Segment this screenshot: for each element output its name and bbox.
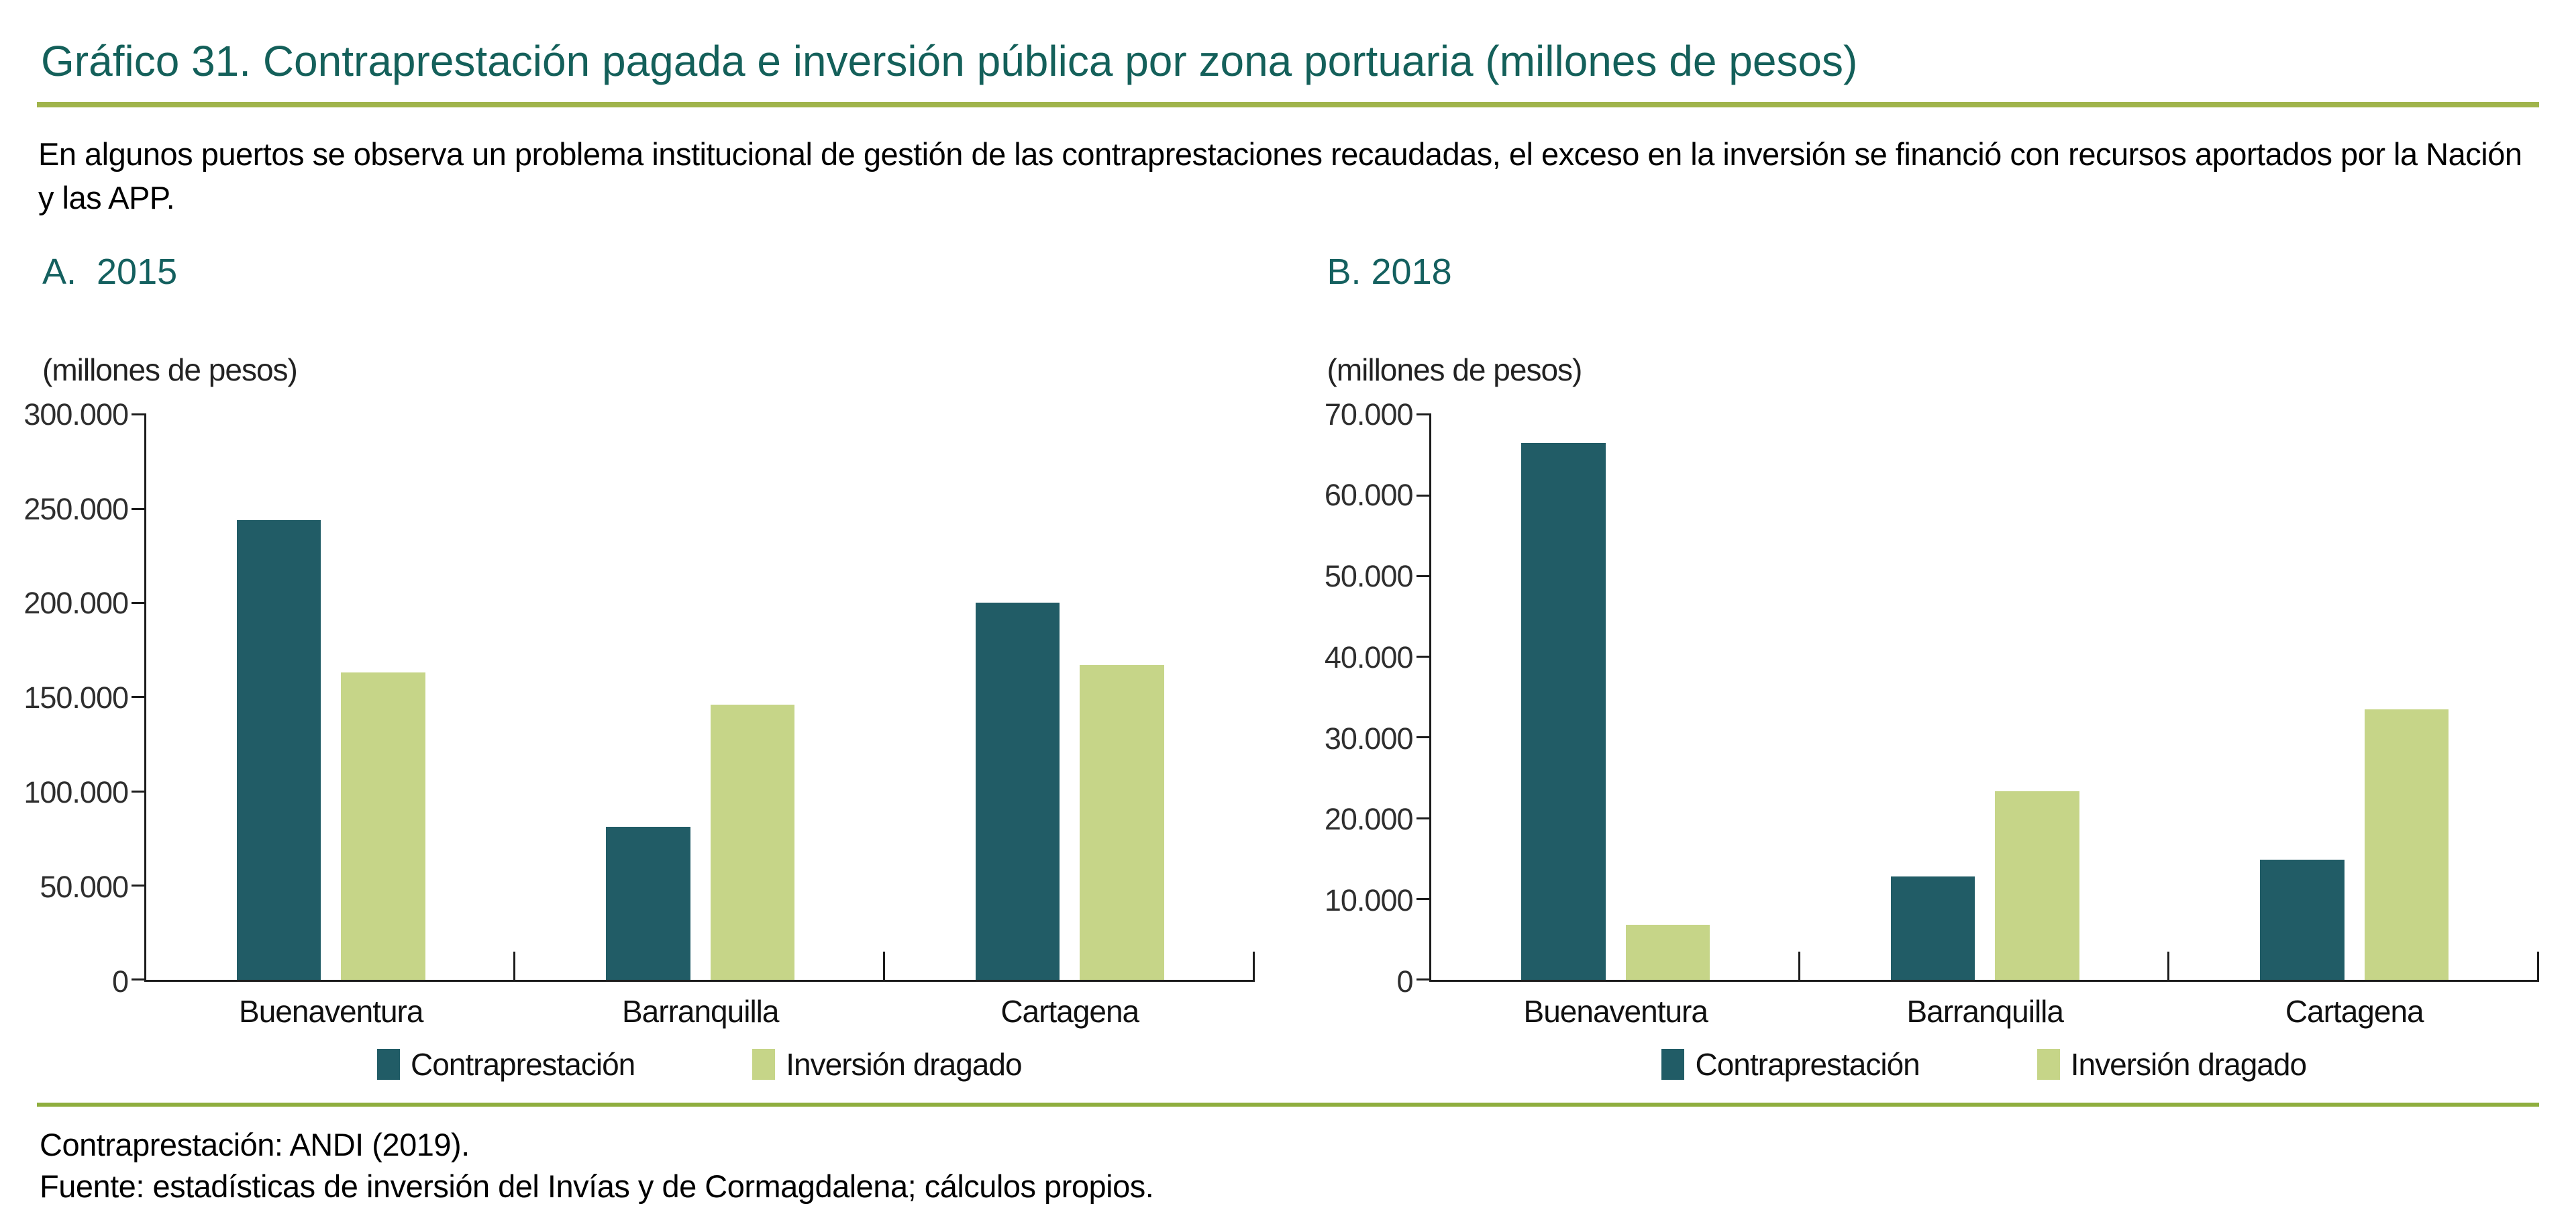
y-axis-tick-mark [132,790,146,793]
panel-2015-label: A. 2015 [42,251,178,292]
bar-chart-2015: 0 50.000 100.000 150.000 200.000 250.000 300.0… [23,397,1255,1083]
plot-area-2015: Buenaventura Barranquilla Cartagena [132,413,1255,1029]
panel-2018-label: B. 2018 [1327,251,1452,292]
y-axis-tick-label: 50.000 [40,869,129,904]
y-axis-tick-mark [132,507,146,510]
y-axis-tick-label: 0 [111,964,129,999]
legend-swatch-inversion-dragado [2037,1048,2060,1080]
y-axis-tick-label: 20.000 [1324,802,1414,837]
y-axis-labels: 0 10.000 20.000 30.000 40.000 50.000 60.000 70.… [1322,397,1429,999]
panel-2015: A. 2015 (millones de pesos) 0 50.000 100.0… [23,251,1255,1083]
y-axis-labels: 0 50.000 100.000 150.000 200.000 250.000 300.0… [23,397,144,999]
y-axis-tick-mark [1416,574,1431,577]
y-axis-tick-mark [1416,656,1431,658]
x-axis-group-tick [513,951,516,980]
legend-swatch-contraprestacion [376,1048,400,1080]
title-underline-rule [37,102,2539,107]
y-axis-tick-label: 250.000 [23,491,129,526]
y-axis-tick-mark [1416,897,1431,900]
y-axis-tick-mark [1416,494,1431,497]
charts-row: A. 2015 (millones de pesos) 0 50.000 100.0… [23,251,2540,1083]
x-axis-group-tick [1252,951,1255,980]
y-axis-tick-label: 30.000 [1324,721,1414,756]
bar-cartagena-contraprestacion [2260,859,2345,980]
category-label-barranquilla: Barranquilla [621,993,779,1029]
legend-label-inversion-dragado: Inversión dragado [786,1046,1022,1082]
subtitle: En algunos puertos se observa un problem… [38,133,2539,220]
y-axis-tick-label: 0 [1396,964,1413,999]
y-axis-tick-mark [132,413,146,416]
y-axis-tick-mark [132,884,146,887]
legend-label-contraprestacion: Contraprestación [1695,1046,1920,1082]
bar-buenaventura-inversion-dragado [341,672,425,980]
legend-item-contraprestacion: Contraprestación [376,1046,635,1083]
bar-cartagena-inversion-dragado [1080,665,1164,980]
subtitle-line-1: En algunos puertos se observa un problem… [38,136,2522,172]
footer-source: Fuente: estadísticas de inversión del In… [40,1168,1154,1204]
bar-barranquilla-contraprestacion [606,827,690,980]
y-axis-tick-label: 70.000 [1324,397,1414,432]
y-axis-tick-mark [132,601,146,604]
panel-2018: B. 2018 (millones de pesos) 0 10.000 20.00… [1322,251,2540,1083]
subtitle-line-2: y las APP. [38,179,175,215]
bar-barranquilla-contraprestacion [1890,876,1975,980]
x-axis-group-tick [2167,951,2170,980]
y-axis-tick-label: 200.000 [23,586,129,621]
legend: Contraprestación Inversión dragado [144,1046,1255,1083]
x-axis-group-tick [882,951,885,980]
legend-item-inversion-dragado: Inversión dragado [2037,1046,2307,1083]
y-axis-tick-label: 60.000 [1324,478,1414,513]
footer: Contraprestación: ANDI (2019). Fuente: e… [40,1124,2539,1207]
legend-swatch-inversion-dragado [752,1048,776,1080]
plot-area-2018: Buenaventura Barranquilla Cartagena [1416,413,2539,1029]
bar-buenaventura-inversion-dragado [1625,924,1710,980]
category-label-buenaventura: Buenaventura [239,993,423,1029]
bar-barranquilla-inversion-dragado [710,704,795,980]
legend-label-inversion-dragado: Inversión dragado [2070,1046,2307,1082]
y-axis-tick-mark [1416,817,1431,819]
bar-cartagena-inversion-dragado [2364,709,2449,980]
legend-item-inversion-dragado: Inversión dragado [752,1046,1023,1083]
plot-row: 0 50.000 100.000 150.000 200.000 250.000 300.0… [23,397,1255,1029]
y-axis-tick-label: 40.000 [1324,640,1414,674]
axis-unit-label-2015: (millones de pesos) [42,352,298,387]
y-axis-tick-label: 50.000 [1324,559,1414,594]
legend-item-contraprestacion: Contraprestación [1661,1046,1920,1083]
x-axis-group-tick [1798,951,1800,980]
x-axis-group-tick [2537,951,2539,980]
y-axis-tick-mark [132,696,146,699]
y-axis-tick-mark [1416,978,1431,981]
y-axis-tick-label: 150.000 [23,681,129,715]
y-axis-tick-label: 100.000 [23,775,129,810]
bar-cartagena-contraprestacion [975,603,1060,980]
legend-swatch-contraprestacion [1661,1048,1685,1080]
bar-buenaventura-contraprestacion [236,519,321,980]
y-axis-tick-label: 300.000 [23,397,129,432]
footer-note-contraprestacion: Contraprestación: ANDI (2019). [40,1126,470,1162]
page-title: Gráfico 31. Contraprestación pagada e in… [41,37,1858,85]
category-label-cartagena: Cartagena [2285,993,2424,1029]
y-axis-tick-mark [1416,413,1431,416]
legend: Contraprestación Inversión dragado [1429,1046,2540,1083]
y-axis-tick-mark [132,978,146,981]
bar-chart-2018: 0 10.000 20.000 30.000 40.000 50.000 60.000 70.… [1322,397,2540,1083]
footer-separator-rule [37,1102,2539,1107]
category-label-buenaventura: Buenaventura [1523,993,1708,1029]
category-label-barranquilla: Barranquilla [1906,993,2063,1029]
category-label-cartagena: Cartagena [1000,993,1139,1029]
y-axis-tick-mark [1416,736,1431,739]
bar-barranquilla-inversion-dragado [1995,791,2079,980]
bar-buenaventura-contraprestacion [1521,442,1606,980]
y-axis-tick-label: 10.000 [1324,883,1414,918]
plot-row: 0 10.000 20.000 30.000 40.000 50.000 60.000 70.… [1322,397,2539,1029]
axis-unit-label-2018: (millones de pesos) [1327,352,1583,387]
legend-label-contraprestacion: Contraprestación [410,1046,635,1082]
